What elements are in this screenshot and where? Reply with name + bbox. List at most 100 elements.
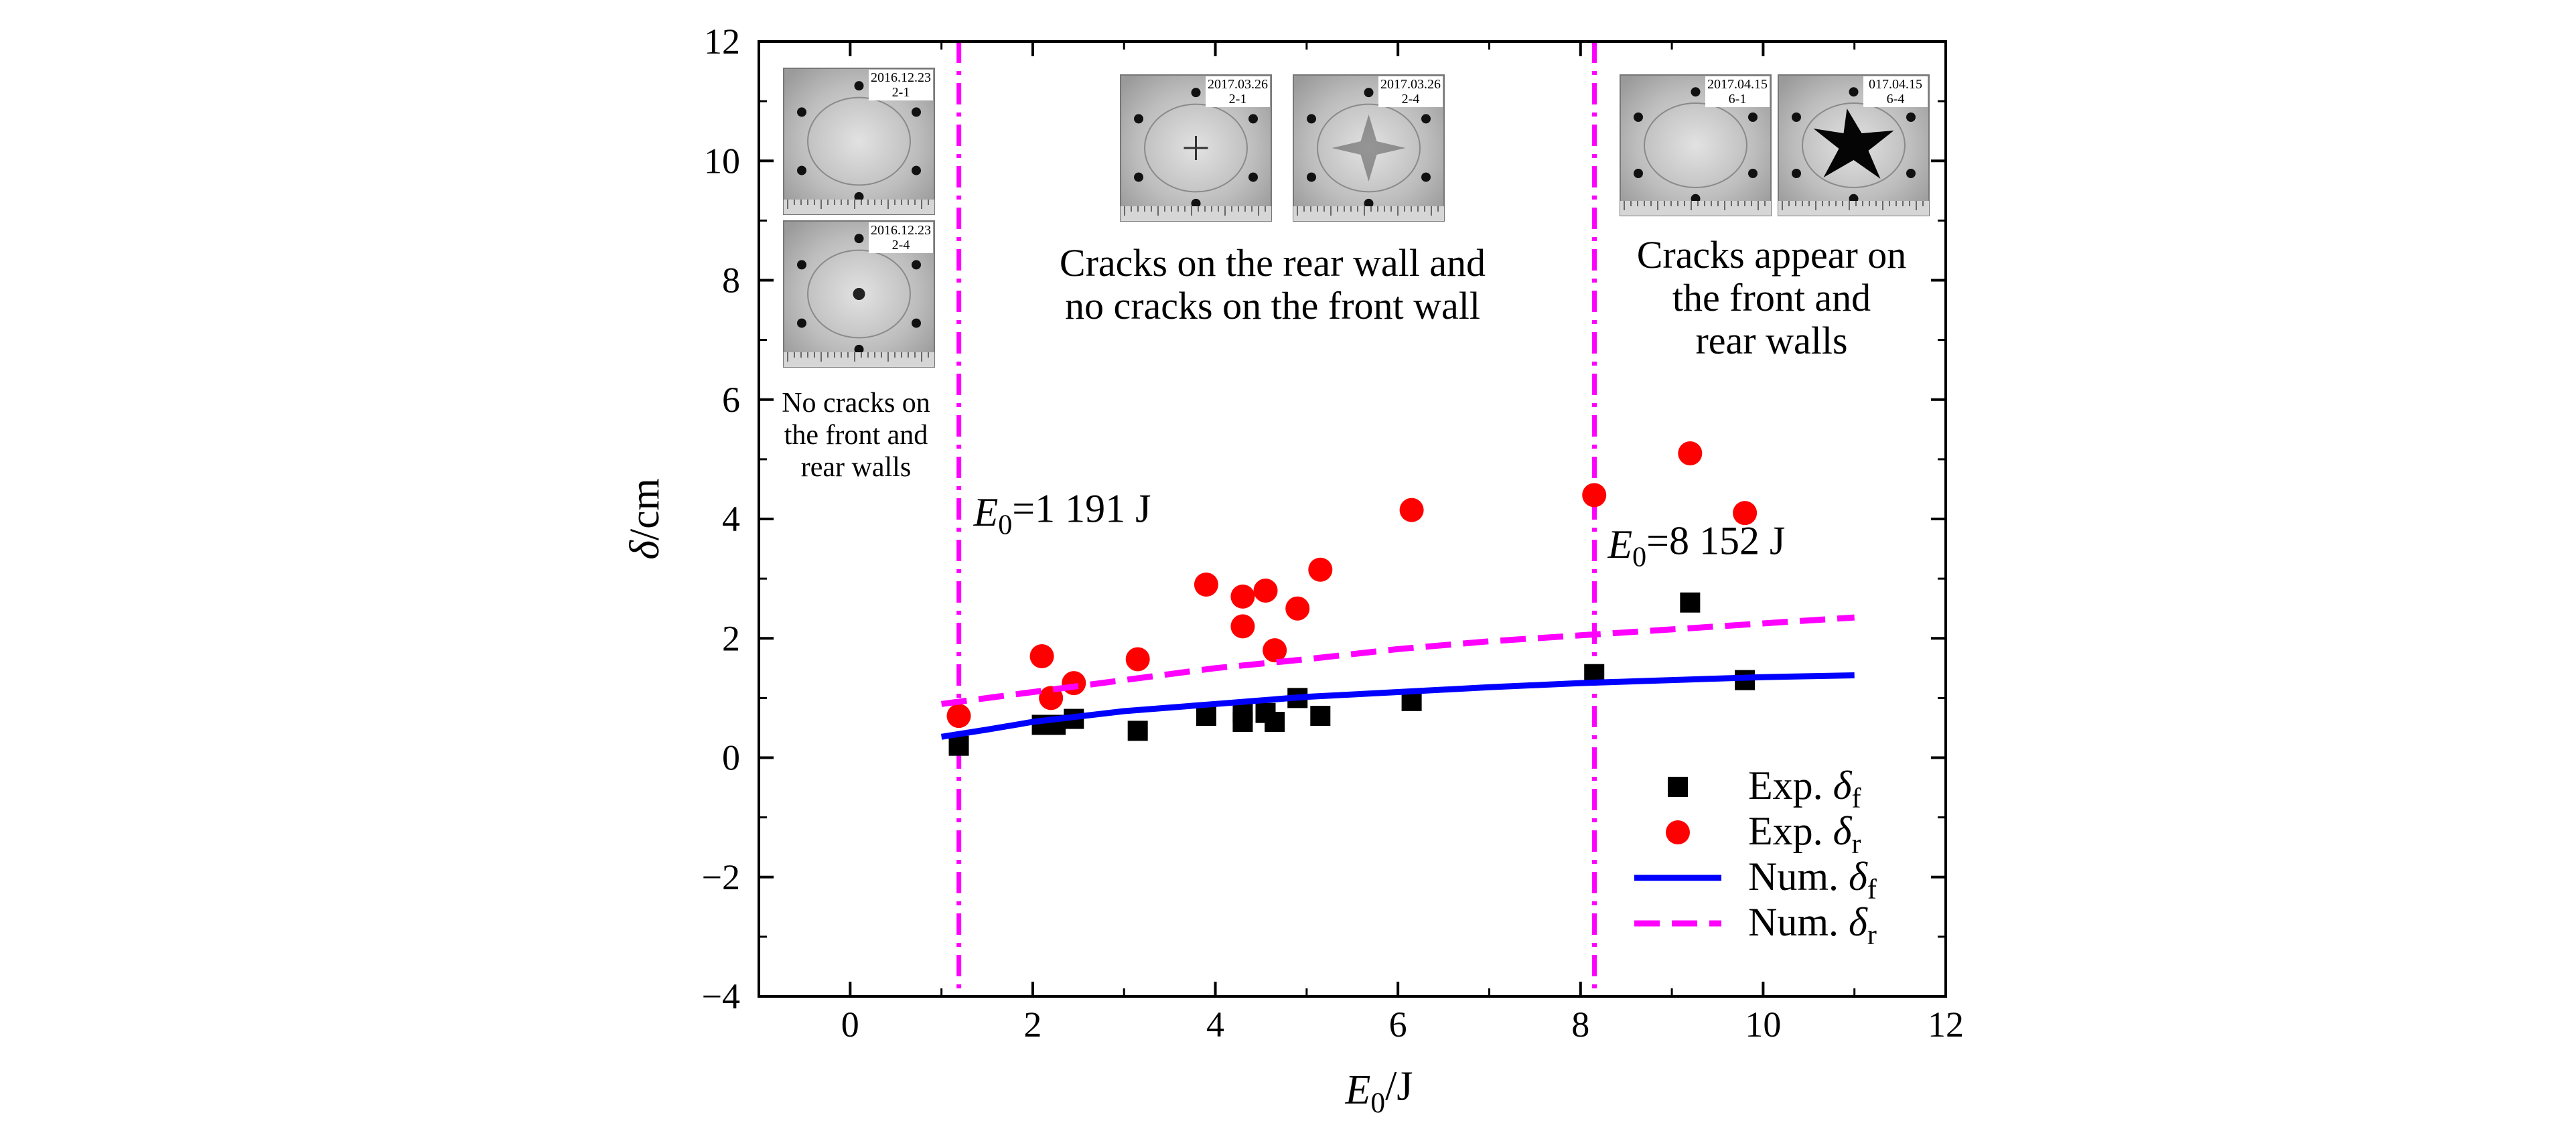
- x-tick-label: 2: [1023, 1004, 1042, 1045]
- series-line: [941, 614, 1855, 707]
- bolt-hole: [1634, 169, 1643, 178]
- data-point: [1029, 644, 1054, 668]
- x-tick-label: 8: [1571, 1004, 1589, 1045]
- bolt-hole: [912, 107, 921, 117]
- annotation-text: no cracks on the front wall: [1065, 284, 1480, 327]
- impact-ring: [1144, 103, 1248, 193]
- photo-id: 6-4: [1887, 92, 1905, 106]
- series-line: [940, 672, 1855, 740]
- label-box: [1206, 76, 1270, 107]
- bolt-hole: [1906, 112, 1916, 122]
- specimen-photos: 2016.12.232-12016.12.232-42017.03.262-12…: [783, 68, 1930, 368]
- specimen-photo: 2017.03.262-4: [1293, 74, 1445, 222]
- annotation-text: rear walls: [1695, 319, 1847, 362]
- bolt-hole: [1248, 172, 1258, 182]
- bolt-hole: [1364, 198, 1374, 208]
- data-point: [1253, 578, 1278, 603]
- bolt-hole: [797, 318, 806, 328]
- label-box: [1705, 76, 1770, 107]
- crack-mark: [1332, 115, 1406, 181]
- annotation-text: the front and: [1672, 276, 1871, 319]
- legend-label: Exp. δf: [1748, 763, 1861, 814]
- data-point: [1125, 647, 1150, 672]
- y-tick-label: −4: [702, 976, 740, 1016]
- data-point: [946, 704, 971, 729]
- ruler-strip: [1121, 206, 1271, 221]
- bolt-hole: [1792, 169, 1801, 178]
- data-point: [1399, 498, 1424, 522]
- specimen-photo: 2016.12.232-1: [783, 68, 935, 215]
- bolt-hole: [1421, 172, 1431, 182]
- bolt-hole: [1134, 114, 1143, 124]
- legend-swatch: [1666, 820, 1690, 844]
- data-point: [1263, 638, 1287, 663]
- photo-id: 2-1: [1229, 92, 1247, 106]
- x-tick-label: 0: [841, 1004, 859, 1045]
- y-tick-label: 2: [722, 618, 740, 658]
- threshold-label: E0=1 191 J: [973, 487, 1151, 541]
- impact-ring: [807, 249, 911, 339]
- data-point: [1230, 584, 1255, 609]
- data-point: [1127, 721, 1148, 741]
- y-tick-label: 0: [722, 738, 740, 778]
- bolt-hole: [1191, 198, 1201, 208]
- impact-ring: [1317, 103, 1421, 193]
- bolt-hole: [797, 260, 806, 270]
- impact-ring: [807, 96, 911, 186]
- label-box: [869, 70, 933, 100]
- ruler-strip: [1620, 201, 1771, 216]
- data-point: [1194, 573, 1218, 597]
- axes: 0 2 4 6 8 10 12 −4 −2 0 2 4 6 8 10 12 E0/J δ/cm: [622, 21, 1964, 1119]
- photo-date: 2017.03.26: [1208, 77, 1268, 92]
- bolt-hole: [854, 344, 864, 354]
- annotation-text: the front and: [784, 420, 928, 451]
- annotation-text: Cracks on the rear wall and: [1060, 241, 1486, 285]
- data-point: [1582, 483, 1607, 508]
- bolt-hole: [1134, 172, 1143, 182]
- x-tick-label: 10: [1745, 1004, 1781, 1045]
- ruler-strip: [1778, 201, 1929, 216]
- annotation-text: No cracks on: [782, 388, 930, 419]
- bolt-hole: [1691, 87, 1701, 97]
- crack-mark: [1813, 108, 1894, 179]
- y-tick-label: 12: [704, 21, 740, 62]
- specimen-photo: 2017.03.262-1: [1120, 74, 1272, 222]
- legend-label: Num. δf: [1748, 854, 1877, 905]
- bolt-hole: [1748, 112, 1758, 122]
- x-tick-label: 6: [1389, 1004, 1407, 1045]
- crack-mark: [853, 288, 865, 300]
- ruler-strip: [784, 352, 934, 367]
- legend-label: Num. δr: [1748, 900, 1877, 951]
- x-tick-label: 12: [1928, 1004, 1964, 1045]
- photo-id: 6-1: [1729, 92, 1747, 106]
- photo-id: 2-4: [1402, 92, 1420, 106]
- legend-swatch: [1668, 777, 1688, 797]
- impact-ring: [1644, 102, 1747, 188]
- data-point: [1285, 596, 1310, 621]
- y-tick-label: 6: [722, 380, 740, 420]
- bolt-hole: [854, 234, 864, 244]
- data-point: [1310, 706, 1331, 727]
- data-point: [1265, 712, 1285, 733]
- data-point: [1196, 706, 1216, 727]
- photo-date: 2017.04.15: [1707, 77, 1768, 92]
- bolt-hole: [797, 165, 806, 175]
- data-point: [1678, 441, 1703, 465]
- series: [941, 614, 1855, 707]
- bolt-hole: [854, 192, 864, 202]
- data-point: [1062, 671, 1086, 696]
- data-point: [1308, 557, 1333, 582]
- data-point: [1039, 686, 1064, 710]
- bolt-hole: [1634, 112, 1643, 122]
- photo-id: 2-1: [892, 85, 910, 100]
- data-point: [1680, 592, 1701, 613]
- bolt-hole: [1748, 169, 1758, 178]
- ruler-strip: [1293, 206, 1444, 221]
- photo-date: 2016.12.23: [871, 223, 931, 238]
- data-point: [1230, 614, 1255, 639]
- specimen-photo: 2016.12.232-4: [783, 220, 935, 368]
- bolt-hole: [1191, 88, 1201, 98]
- data-point: [948, 735, 969, 756]
- bolt-hole: [1307, 172, 1316, 182]
